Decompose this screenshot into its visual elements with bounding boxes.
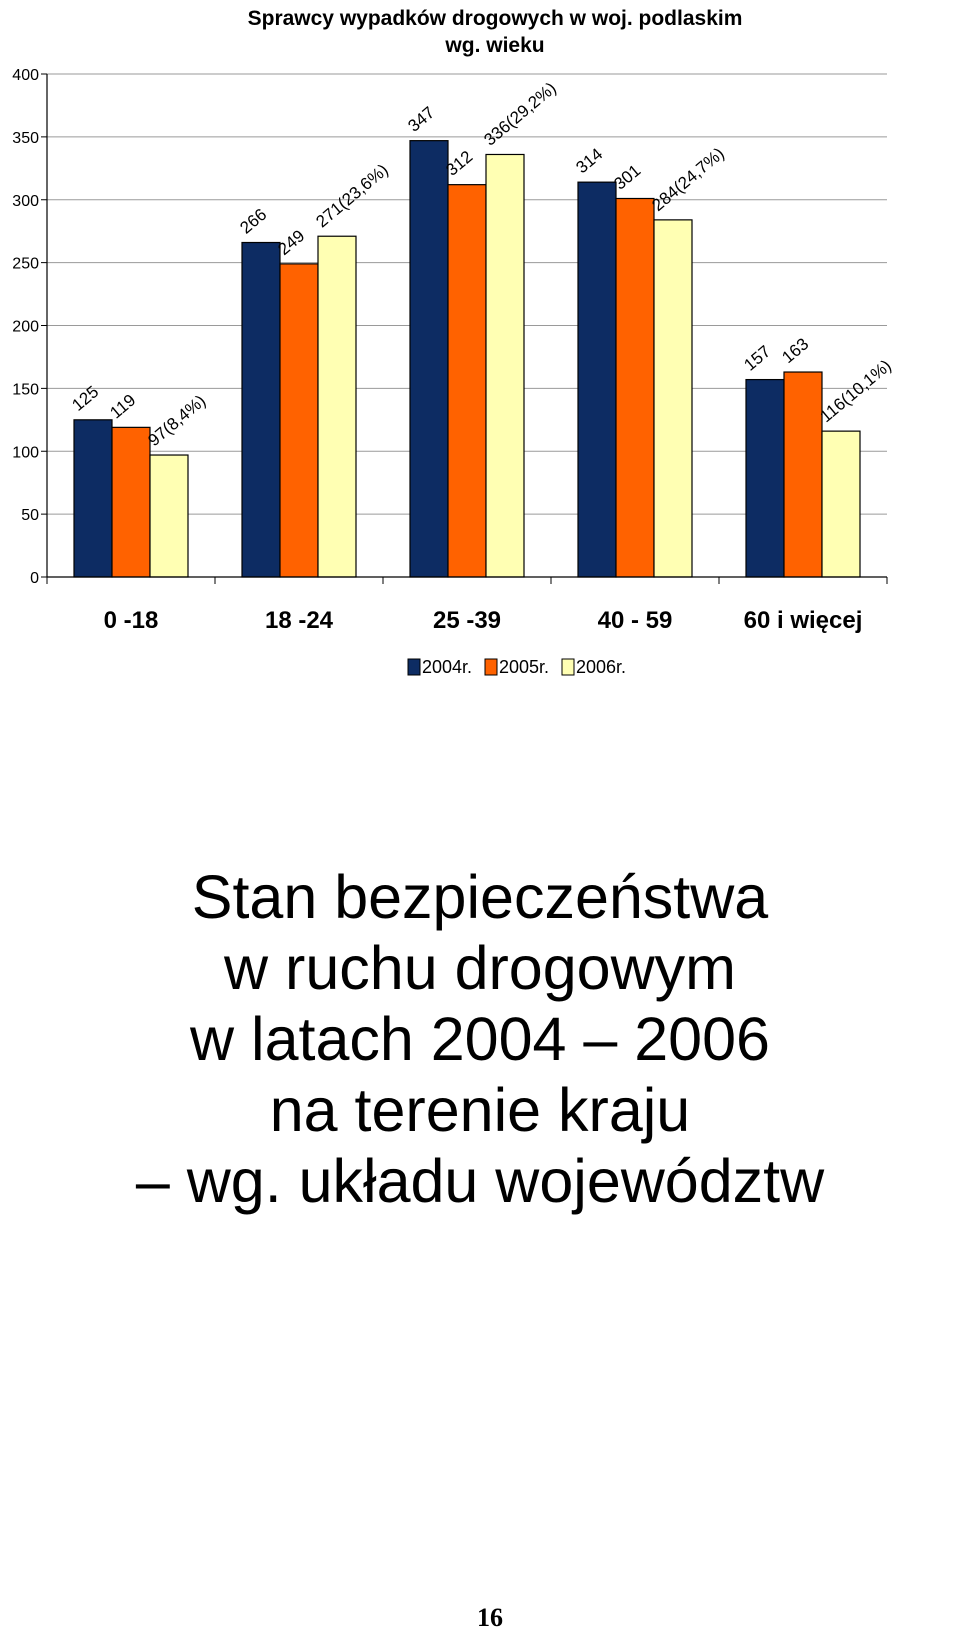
data-label: 119 — [106, 390, 139, 422]
bar — [317, 235, 357, 578]
bar — [821, 430, 861, 578]
data-label: 266 — [236, 205, 270, 238]
data-label: 116(10,1%) — [816, 356, 895, 426]
x-tick-label: 18 -24 — [265, 607, 334, 634]
bar-chart: Sprawcy wypadków drogowych w woj. podlas… — [12, 7, 895, 677]
legend: 2004r. 2005r. 2006r. — [407, 657, 626, 677]
legend-swatch — [407, 658, 421, 676]
x-tick-label: 0 -18 — [104, 607, 159, 634]
legend-label: 2004r. — [422, 657, 472, 677]
y-tick-label: 0 — [30, 570, 39, 587]
chart-title-line-2: wg. wieku — [444, 34, 544, 57]
x-tick-label: 25 -39 — [433, 607, 501, 634]
heading-line: na terenie kraju — [269, 1076, 691, 1144]
bar — [241, 241, 281, 578]
y-tick-label: 50 — [21, 507, 39, 524]
data-label: 284(24,7%) — [648, 144, 728, 215]
chart-title-line-1: Sprawcy wypadków drogowych w woj. podlas… — [248, 7, 743, 30]
data-label: 125 — [68, 382, 102, 415]
heading-line: w latach 2004 – 2006 — [190, 1005, 770, 1073]
bar — [485, 153, 525, 578]
data-label: 347 — [404, 103, 438, 136]
bar — [783, 371, 823, 578]
x-tick-labels: 0 -18 18 -24 25 -39 40 - 59 60 i więcej — [104, 607, 863, 634]
data-label: 336(29,2%) — [480, 78, 560, 149]
legend-label: 2005r. — [499, 657, 549, 677]
data-label: 97(8,4%) — [144, 391, 209, 450]
bar — [615, 197, 655, 578]
y-tick-label: 200 — [12, 319, 39, 336]
x-tick-label: 60 i więcej — [744, 607, 863, 634]
y-tick-labels: 0 50 100 150 200 250 300 350 400 — [12, 67, 39, 587]
page-number: 16 — [477, 1603, 503, 1632]
data-label: 163 — [778, 334, 812, 367]
legend-swatch — [561, 658, 575, 676]
bar — [577, 181, 617, 578]
bar — [149, 454, 189, 578]
data-label: 314 — [572, 144, 606, 177]
y-tick-label: 300 — [12, 193, 39, 210]
bar — [447, 184, 487, 578]
bar — [653, 219, 693, 578]
bar — [409, 140, 449, 578]
data-label: 271(23,6%) — [312, 160, 392, 231]
bar — [279, 263, 319, 578]
bar — [745, 378, 785, 578]
y-tick-label: 250 — [12, 256, 39, 273]
bar — [111, 426, 151, 578]
heading-line: w ruchu drogowym — [224, 934, 736, 1002]
bars — [73, 140, 861, 578]
y-tick-label: 400 — [12, 67, 39, 84]
x-tick-label: 40 - 59 — [598, 607, 673, 634]
y-tick-label: 150 — [12, 381, 39, 398]
heading-line: Stan bezpieczeństwa — [191, 863, 769, 931]
slide-heading: Stan bezpieczeństwa w ruchu drogowym w l… — [0, 862, 960, 1217]
bar — [73, 419, 113, 578]
legend-label: 2006r. — [576, 657, 626, 677]
axes — [41, 73, 888, 584]
heading-line: – wg. układu województw — [135, 1147, 825, 1215]
y-tick-label: 100 — [12, 444, 39, 461]
data-label: 157 — [740, 342, 774, 375]
y-tick-label: 350 — [12, 130, 39, 147]
legend-swatch — [484, 658, 498, 676]
